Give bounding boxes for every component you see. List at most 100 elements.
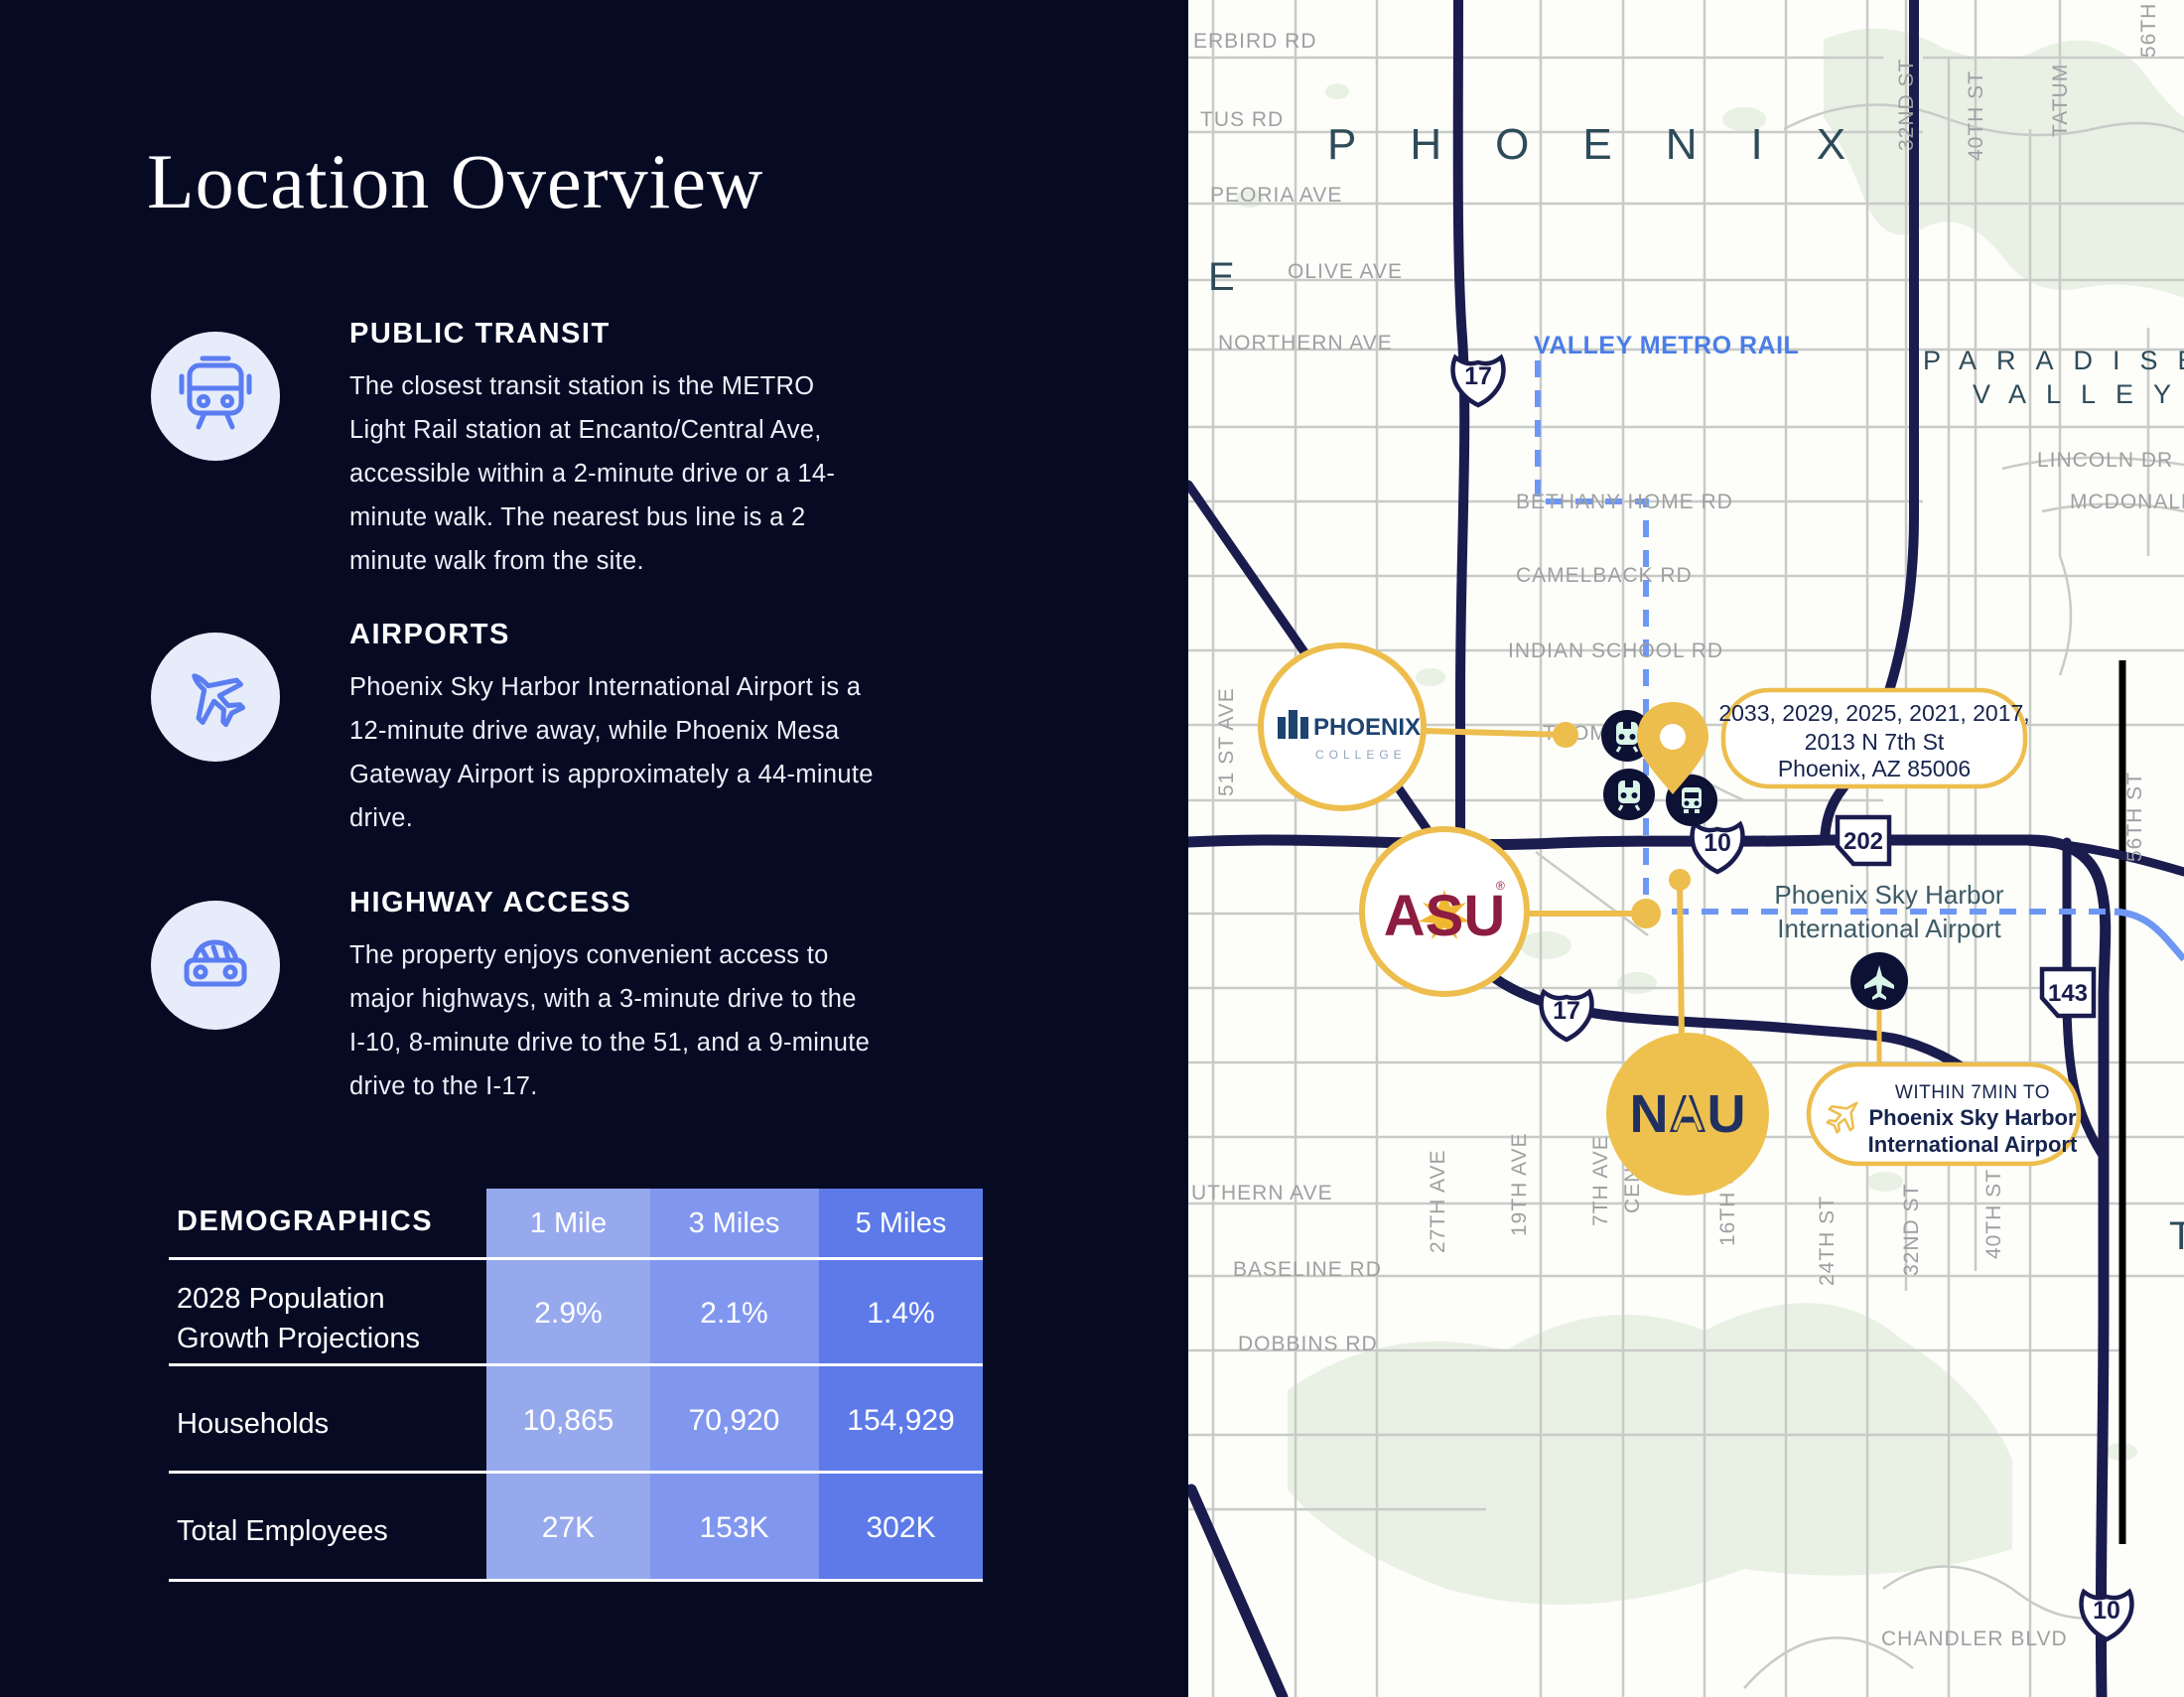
road-label: NORTHERN AVE xyxy=(1218,332,1393,354)
airport-callout-line2: Phoenix Sky Harbor xyxy=(1868,1105,2077,1130)
svg-text:10: 10 xyxy=(1704,829,1731,857)
asu-wordmark: ASU xyxy=(1384,884,1505,948)
road-label: 51 ST AVE xyxy=(1215,687,1238,796)
road-label: TUS RD xyxy=(1200,108,1284,131)
table-title: DEMOGRAPHICS xyxy=(177,1205,434,1237)
address-callout: 2033, 2029, 2025, 2021, 2017, 2013 N 7th… xyxy=(1718,687,2030,789)
valley-metro-rail-label: VALLEY METRO RAIL xyxy=(1534,332,1799,359)
table-cell: 154,929 xyxy=(847,1404,955,1437)
city-label-valley: VALLEY xyxy=(1973,379,2184,409)
valley-metro-rail-line xyxy=(1535,360,2115,915)
road-label: 24TH ST xyxy=(1816,1196,1839,1286)
transit-stations xyxy=(1601,710,1717,826)
column-5miles-band xyxy=(819,1189,983,1581)
asu-marker: ASU ® xyxy=(1359,826,1530,997)
address-line1: 2033, 2029, 2025, 2021, 2017, xyxy=(1718,700,2029,726)
asu-registered-mark: ® xyxy=(1496,879,1505,893)
table-cell: 70,920 xyxy=(688,1404,780,1437)
table-cell: 2.9% xyxy=(534,1297,603,1330)
road-label: TATUM xyxy=(2049,64,2072,137)
location-map: ERBIRD RD TUS RD PEORIA AVE OLIVE AVE NO… xyxy=(1188,0,2184,1697)
svg-text:17: 17 xyxy=(1553,997,1580,1025)
svg-text:202: 202 xyxy=(1843,828,1883,855)
road-labels: ERBIRD RD TUS RD PEORIA AVE OLIVE AVE NO… xyxy=(1191,30,2184,1650)
airplane-icon xyxy=(1850,952,1908,1010)
svg-text:10: 10 xyxy=(2093,1597,2120,1625)
road-label: INDIAN SCHOOL RD xyxy=(1508,639,1723,662)
sunburst-icon xyxy=(1419,890,1470,939)
airport-map-label-line1: Phoenix Sky Harbor xyxy=(1774,880,2004,910)
city-label-glendale-partial: E xyxy=(1208,255,1235,299)
road-label: 27TH AVE xyxy=(1427,1150,1449,1254)
plane-outline-icon xyxy=(1826,1101,1858,1134)
bus-icon xyxy=(1666,775,1717,826)
road-label: PEORIA AVE xyxy=(1210,184,1342,207)
sr202-freeway xyxy=(2022,836,2184,877)
i10-southwest xyxy=(1188,1484,1289,1697)
airport-map-label-line2: International Airport xyxy=(1777,914,2001,943)
tram-icon xyxy=(151,332,280,461)
table-cell: 153K xyxy=(699,1511,769,1544)
section-heading: AIRPORTS xyxy=(349,619,510,650)
poi-connectors xyxy=(1423,722,1882,1066)
nau-marker: NAU xyxy=(1606,1033,1769,1196)
road-label: CHANDLER BLVD xyxy=(1881,1627,2068,1650)
light-rail-icon xyxy=(1603,769,1655,820)
column-3miles-band xyxy=(650,1189,819,1581)
plane-icon xyxy=(151,633,280,762)
road-label: DOBBINS RD xyxy=(1238,1333,1378,1355)
section-body: The property enjoys convenient access to… xyxy=(349,941,871,1100)
phoenix-college-name: PHOENIX xyxy=(1313,714,1421,741)
sr143-shield: 143 xyxy=(2039,966,2097,1019)
address-line2: 2013 N 7th St xyxy=(1805,729,1945,755)
road-labels-vertical: 32ND ST 40TH ST TATUM 56TH ST 51 ST AVE … xyxy=(1215,0,2160,1286)
divider xyxy=(169,1471,983,1474)
i10-shield: 10 xyxy=(2079,1588,2134,1642)
road-label: ERBIRD RD xyxy=(1193,30,1317,53)
table-row-label: Households xyxy=(177,1408,330,1440)
road-label: 40TH ST xyxy=(1982,1169,2005,1259)
building-icon xyxy=(1278,710,1308,739)
airport-callout: WITHIN 7MIN TO Phoenix Sky Harbor Intern… xyxy=(1806,1061,2082,1167)
table-cell: 302K xyxy=(866,1511,936,1544)
table-cell: 10,865 xyxy=(522,1404,614,1437)
road-label: 40TH ST xyxy=(1965,71,1987,161)
svg-text:143: 143 xyxy=(2048,980,2088,1007)
road-label: MCDONALD xyxy=(2070,491,2184,513)
table-row-label: Total Employees xyxy=(177,1515,388,1547)
rail-extension xyxy=(2114,908,2184,962)
divider xyxy=(169,1257,983,1260)
divider xyxy=(169,1579,983,1582)
airport-callout-line1: WITHIN 7MIN TO xyxy=(1895,1082,2050,1103)
road-label: 32ND ST xyxy=(1895,59,1918,151)
section-body: The closest transit station is the METRO… xyxy=(349,372,836,575)
column-header: 1 Mile xyxy=(529,1207,608,1239)
table-cell: 27K xyxy=(541,1511,596,1544)
section-body: Phoenix Sky Harbor International Airport… xyxy=(349,673,874,832)
highway-shields: 17 17 10 202 143 xyxy=(1450,354,2134,1642)
road-label: LINCOLN DR xyxy=(2037,449,2173,472)
section-heading: PUBLIC TRANSIT xyxy=(349,318,611,350)
nau-a-accent xyxy=(1673,1092,1703,1131)
airport-callout-line3: International Airport xyxy=(1868,1132,2078,1157)
road-label: BASELINE RD xyxy=(1233,1258,1382,1281)
table-row-label: 2028 Population Growth Projections xyxy=(177,1283,420,1354)
section-heading: HIGHWAY ACCESS xyxy=(349,887,632,919)
page-title: Location Overview xyxy=(147,138,764,224)
road-label: 7TH AVE xyxy=(1589,1135,1612,1226)
road-label: 56TH ST xyxy=(2137,0,2160,58)
phoenix-college-sub: COLLEGE xyxy=(1315,748,1407,762)
city-label-tempe-partial: T xyxy=(2169,1214,2184,1258)
i10-shield: 10 xyxy=(1690,820,1745,875)
divider xyxy=(169,1363,983,1366)
column-header: 3 Miles xyxy=(688,1207,780,1239)
i17-shield: 17 xyxy=(1450,354,1506,408)
road-label: 56TH ST xyxy=(2123,772,2146,862)
road-label: BETHANY HOME RD xyxy=(1516,491,1733,513)
column-header: 5 Miles xyxy=(855,1207,947,1239)
table-cell: 2.1% xyxy=(700,1297,768,1330)
car-icon xyxy=(151,901,280,1030)
location-pin-icon xyxy=(1637,702,1708,794)
svg-text:17: 17 xyxy=(1464,362,1492,390)
